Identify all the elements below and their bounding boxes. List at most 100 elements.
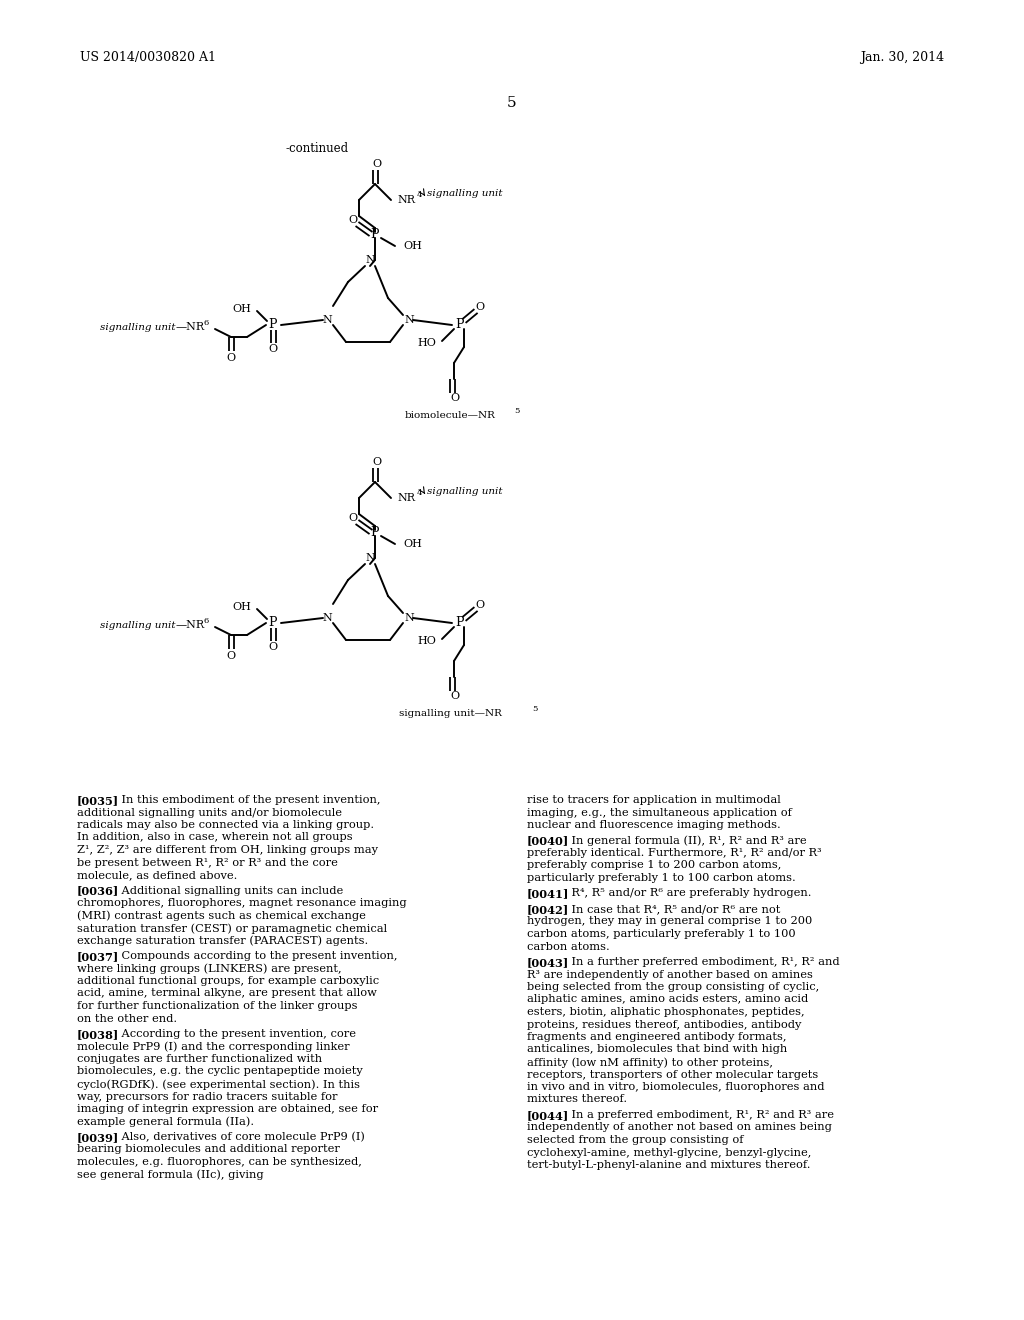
Text: O: O <box>373 457 382 467</box>
Text: US 2014/0030820 A1: US 2014/0030820 A1 <box>80 51 216 65</box>
Text: 5: 5 <box>532 705 538 713</box>
Text: acid, amine, terminal alkyne, are present that allow: acid, amine, terminal alkyne, are presen… <box>77 989 377 998</box>
Text: [0035]: [0035] <box>77 795 119 807</box>
Text: [0036]: [0036] <box>77 886 119 896</box>
Text: O: O <box>226 651 236 661</box>
Text: In a further preferred embodiment, R¹, R² and: In a further preferred embodiment, R¹, R… <box>557 957 840 968</box>
Text: see general formula (IIc), giving: see general formula (IIc), giving <box>77 1170 263 1180</box>
Text: particularly preferably 1 to 100 carbon atoms.: particularly preferably 1 to 100 carbon … <box>527 873 796 883</box>
Text: P: P <box>371 228 379 242</box>
Text: O: O <box>268 345 278 354</box>
Text: cyclo(RGDfK). (see experimental section). In this: cyclo(RGDfK). (see experimental section)… <box>77 1078 360 1089</box>
Text: N: N <box>323 612 332 623</box>
Text: be present between R¹, R² or R³ and the core: be present between R¹, R² or R³ and the … <box>77 858 338 867</box>
Text: biomolecules, e.g. the cyclic pentapeptide moiety: biomolecules, e.g. the cyclic pentapepti… <box>77 1067 362 1077</box>
Text: [0042]: [0042] <box>527 904 569 915</box>
Text: P: P <box>268 616 278 630</box>
Text: on the other end.: on the other end. <box>77 1014 177 1023</box>
Text: [0037]: [0037] <box>77 950 119 962</box>
Text: molecules, e.g. fluorophores, can be synthesized,: molecules, e.g. fluorophores, can be syn… <box>77 1158 361 1167</box>
Text: N: N <box>323 315 332 325</box>
Text: 4: 4 <box>417 488 423 498</box>
Text: molecule PrP9 (I) and the corresponding linker: molecule PrP9 (I) and the corresponding … <box>77 1041 349 1052</box>
Text: proteins, residues thereof, antibodies, antibody: proteins, residues thereof, antibodies, … <box>527 1019 802 1030</box>
Text: being selected from the group consisting of cyclic,: being selected from the group consisting… <box>527 982 819 993</box>
Text: cyclohexyl-amine, methyl-glycine, benzyl-glycine,: cyclohexyl-amine, methyl-glycine, benzyl… <box>527 1147 811 1158</box>
Text: example general formula (IIa).: example general formula (IIa). <box>77 1117 254 1127</box>
Text: —NR: —NR <box>176 322 205 333</box>
Text: nuclear and fluorescence imaging methods.: nuclear and fluorescence imaging methods… <box>527 820 780 830</box>
Text: 4: 4 <box>417 191 423 199</box>
Text: aliphatic amines, amino acids esters, amino acid: aliphatic amines, amino acids esters, am… <box>527 994 808 1005</box>
Text: R³ are independently of another based on amines: R³ are independently of another based on… <box>527 969 813 979</box>
Text: tert-butyl-L-phenyl-alanine and mixtures thereof.: tert-butyl-L-phenyl-alanine and mixtures… <box>527 1160 811 1170</box>
Text: [0044]: [0044] <box>527 1110 569 1121</box>
Text: OH: OH <box>403 539 422 549</box>
Text: R⁴, R⁵ and/or R⁶ are preferably hydrogen.: R⁴, R⁵ and/or R⁶ are preferably hydrogen… <box>557 888 812 899</box>
Text: preferably comprise 1 to 200 carbon atoms,: preferably comprise 1 to 200 carbon atom… <box>527 861 781 870</box>
Text: 6: 6 <box>203 319 208 327</box>
Text: -continued: -continued <box>285 141 348 154</box>
Text: O: O <box>226 352 236 363</box>
Text: N: N <box>404 315 414 325</box>
Text: P: P <box>456 616 464 630</box>
Text: In this embodiment of the present invention,: In this embodiment of the present invent… <box>108 795 381 805</box>
Text: 6: 6 <box>203 616 208 624</box>
Text: P: P <box>268 318 278 331</box>
Text: [0040]: [0040] <box>527 836 569 846</box>
Text: O: O <box>475 601 484 610</box>
Text: selected from the group consisting of: selected from the group consisting of <box>527 1135 743 1144</box>
Text: mixtures thereof.: mixtures thereof. <box>527 1094 627 1105</box>
Text: esters, biotin, aliphatic phosphonates, peptides,: esters, biotin, aliphatic phosphonates, … <box>527 1007 805 1016</box>
Text: HO: HO <box>417 636 436 645</box>
Text: N: N <box>366 553 375 564</box>
Text: signalling unit: signalling unit <box>99 322 175 331</box>
Text: signalling unit: signalling unit <box>427 487 503 495</box>
Text: preferably identical. Furthermore, R¹, R² and/or R³: preferably identical. Furthermore, R¹, R… <box>527 847 821 858</box>
Text: O: O <box>475 302 484 312</box>
Text: imaging of integrin expression are obtained, see for: imaging of integrin expression are obtai… <box>77 1104 378 1114</box>
Text: for further functionalization of the linker groups: for further functionalization of the lin… <box>77 1001 357 1011</box>
Text: NR: NR <box>397 492 415 503</box>
Text: independently of another not based on amines being: independently of another not based on am… <box>527 1122 831 1133</box>
Text: signalling unit: signalling unit <box>427 189 503 198</box>
Text: [0038]: [0038] <box>77 1030 119 1040</box>
Text: In addition, also in case, wherein not all groups: In addition, also in case, wherein not a… <box>77 833 352 842</box>
Text: O: O <box>373 158 382 169</box>
Text: hydrogen, they may in general comprise 1 to 200: hydrogen, they may in general comprise 1… <box>527 916 812 927</box>
Text: In general formula (II), R¹, R² and R³ are: In general formula (II), R¹, R² and R³ a… <box>557 836 807 846</box>
Text: receptors, transporters of other molecular targets: receptors, transporters of other molecul… <box>527 1069 818 1080</box>
Text: conjugates are further functionalized with: conjugates are further functionalized wi… <box>77 1053 323 1064</box>
Text: saturation transfer (CEST) or paramagnetic chemical: saturation transfer (CEST) or paramagnet… <box>77 923 387 933</box>
Text: N: N <box>404 612 414 623</box>
Text: 5: 5 <box>514 407 520 414</box>
Text: Compounds according to the present invention,: Compounds according to the present inven… <box>108 950 397 961</box>
Text: OH: OH <box>403 242 422 251</box>
Text: —NR: —NR <box>176 620 205 630</box>
Text: carbon atoms.: carbon atoms. <box>527 941 609 952</box>
Text: 5: 5 <box>507 96 517 110</box>
Text: In a preferred embodiment, R¹, R² and R³ are: In a preferred embodiment, R¹, R² and R³… <box>557 1110 835 1119</box>
Text: HO: HO <box>417 338 436 348</box>
Text: imaging, e.g., the simultaneous application of: imaging, e.g., the simultaneous applicat… <box>527 808 792 817</box>
Text: Additional signalling units can include: Additional signalling units can include <box>108 886 343 895</box>
Text: signalling unit—NR: signalling unit—NR <box>398 709 502 718</box>
Text: P: P <box>371 527 379 540</box>
Text: rise to tracers for application in multimodal: rise to tracers for application in multi… <box>527 795 780 805</box>
Text: O: O <box>348 215 357 224</box>
Text: additional functional groups, for example carboxylic: additional functional groups, for exampl… <box>77 975 379 986</box>
Text: where linking groups (LINKERS) are present,: where linking groups (LINKERS) are prese… <box>77 964 342 974</box>
Text: P: P <box>456 318 464 331</box>
Text: OH: OH <box>232 602 251 612</box>
Text: biomolecule—NR: biomolecule—NR <box>404 411 496 420</box>
Text: Jan. 30, 2014: Jan. 30, 2014 <box>860 51 944 65</box>
Text: O: O <box>268 642 278 652</box>
Text: signalling unit: signalling unit <box>99 620 175 630</box>
Text: [0039]: [0039] <box>77 1133 119 1143</box>
Text: In case that R⁴, R⁵ and/or R⁶ are not: In case that R⁴, R⁵ and/or R⁶ are not <box>557 904 780 913</box>
Text: bearing biomolecules and additional reporter: bearing biomolecules and additional repo… <box>77 1144 340 1155</box>
Text: additional signalling units and/or biomolecule: additional signalling units and/or biomo… <box>77 808 342 817</box>
Text: NR: NR <box>397 195 415 205</box>
Text: carbon atoms, particularly preferably 1 to 100: carbon atoms, particularly preferably 1 … <box>527 929 796 939</box>
Text: in vivo and in vitro, biomolecules, fluorophores and: in vivo and in vitro, biomolecules, fluo… <box>527 1082 824 1092</box>
